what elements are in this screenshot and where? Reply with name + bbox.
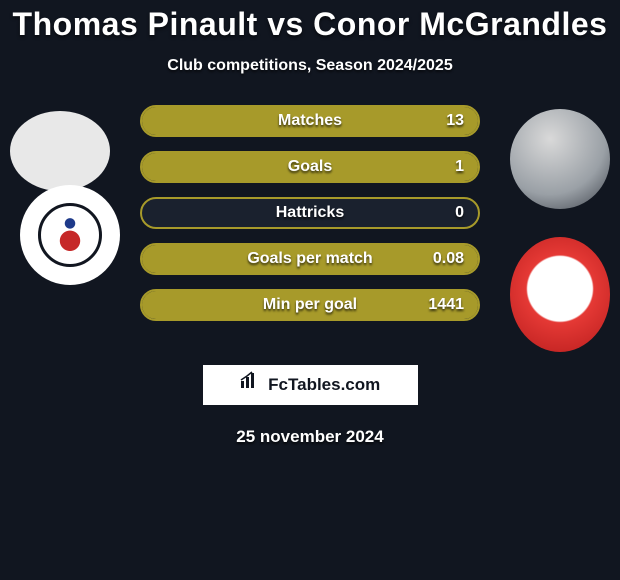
stat-row: Hattricks0	[140, 197, 480, 229]
club-badge-left	[20, 185, 120, 285]
stat-value-right: 1441	[414, 291, 478, 319]
brand-text: FcTables.com	[268, 365, 380, 405]
page-title: Thomas Pinault vs Conor McGrandles	[0, 0, 620, 43]
stat-value-right: 13	[432, 107, 478, 135]
stat-value-right: 0	[441, 199, 478, 227]
stat-row: Min per goal1441	[140, 289, 480, 321]
stat-label: Goals	[142, 153, 478, 181]
player-photo-left	[10, 111, 110, 191]
stat-label: Matches	[142, 107, 478, 135]
stat-row: Matches13	[140, 105, 480, 137]
stat-row: Goals1	[140, 151, 480, 183]
stat-value-right: 0.08	[419, 245, 478, 273]
stat-rows: Matches13 Goals1 Hattricks0 Goals per match…	[140, 105, 480, 335]
date-label: 25 november 2024	[0, 427, 620, 447]
player-photo-right	[510, 109, 610, 209]
brand-box[interactable]: FcTables.com	[203, 365, 418, 405]
stats-area: Matches13 Goals1 Hattricks0 Goals per match…	[0, 105, 620, 355]
stat-row: Goals per match0.08	[140, 243, 480, 275]
club-badge-right	[510, 237, 610, 352]
stat-value-right: 1	[441, 153, 478, 181]
stat-label: Hattricks	[142, 199, 478, 227]
chart-icon	[240, 365, 258, 405]
subtitle: Club competitions, Season 2024/2025	[0, 57, 620, 75]
